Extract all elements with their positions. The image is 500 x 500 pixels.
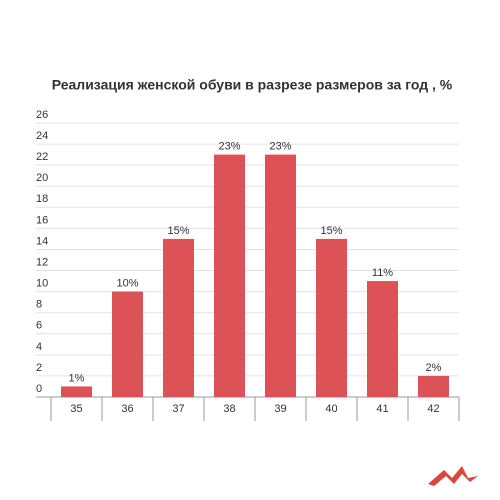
bar [61, 386, 92, 397]
bar [418, 375, 449, 397]
bar [112, 291, 143, 397]
y-tick-label: 26 [36, 109, 48, 121]
value-label: 2% [426, 362, 442, 374]
x-tick-label: 39 [274, 403, 286, 415]
value-label: 10% [116, 278, 138, 290]
value-label: 23% [269, 141, 291, 153]
value-label: 15% [320, 225, 342, 237]
bar [316, 238, 347, 397]
x-tick-label: 37 [172, 403, 184, 415]
y-tick-label: 20 [36, 172, 48, 184]
logo-mark [428, 466, 478, 486]
y-tick-label: 0 [36, 383, 42, 395]
x-tick-label: 38 [223, 403, 235, 415]
y-tick-label: 22 [36, 151, 48, 163]
y-tick-label: 14 [36, 235, 48, 247]
y-tick-label: 18 [36, 193, 48, 205]
value-label: 11% [372, 267, 393, 279]
y-tick-label: 4 [36, 341, 42, 353]
y-tick-label: 8 [36, 299, 42, 311]
x-tick-label: 40 [325, 403, 337, 415]
chart-title: Реализация женской обуви в разрезе разме… [52, 77, 453, 93]
bar [163, 238, 194, 397]
bar [265, 154, 296, 397]
x-tick-label: 42 [427, 403, 439, 415]
value-label: 1% [69, 372, 85, 384]
y-tick-label: 12 [36, 256, 48, 268]
bar [367, 281, 398, 397]
x-tick-label: 41 [376, 403, 388, 415]
value-label: 15% [167, 225, 189, 237]
value-label: 23% [218, 141, 240, 153]
x-tick-label: 36 [121, 403, 133, 415]
y-tick-label: 24 [36, 130, 48, 142]
x-tick-label: 35 [70, 403, 82, 415]
logo [428, 466, 478, 486]
bar [214, 154, 245, 397]
y-tick-label: 6 [36, 320, 42, 332]
y-tick-label: 2 [36, 362, 42, 374]
y-tick-label: 10 [36, 278, 48, 290]
y-tick-label: 16 [36, 214, 48, 226]
